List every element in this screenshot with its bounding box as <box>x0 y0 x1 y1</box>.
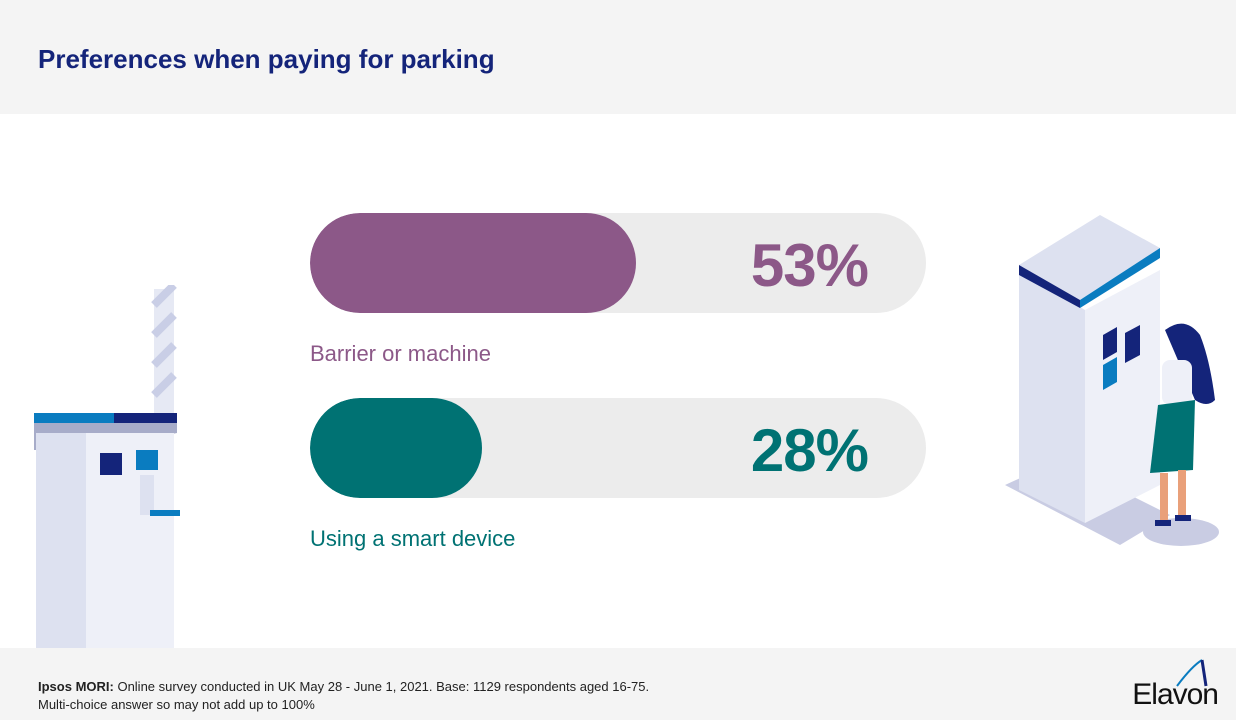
footer: Ipsos MORI: Online survey conducted in U… <box>0 648 1236 720</box>
page-title: Preferences when paying for parking <box>38 44 495 74</box>
parking-barrier-illustration <box>34 285 180 650</box>
value-label-barrier: 53% <box>750 232 869 299</box>
logo-swoosh-icon <box>1176 659 1208 687</box>
bar-track-barrier: 53% <box>310 213 926 313</box>
bar-using-smart-device <box>310 398 483 498</box>
value-label-smart-device: 28% <box>750 417 869 484</box>
bar-track-smart-device: 28% <box>310 398 926 498</box>
category-label-smart-device: Using a smart device <box>310 526 516 551</box>
multi-choice-note: Multi-choice answer so may not add up to… <box>38 697 315 712</box>
elavon-logo: Elavon <box>1118 658 1219 714</box>
payment-kiosk-illustration <box>1005 215 1219 546</box>
source-label: Ipsos MORI: <box>38 679 114 694</box>
category-label-barrier: Barrier or machine <box>310 341 491 366</box>
source-text: Online survey conducted in UK May 28 - J… <box>113 679 650 694</box>
header: Preferences when paying for parking <box>0 0 1236 114</box>
source-note: Ipsos MORI: Online survey conducted in U… <box>38 678 649 714</box>
logo-text: Elavon <box>1132 678 1219 711</box>
bar-barrier-or-machine <box>310 213 637 313</box>
